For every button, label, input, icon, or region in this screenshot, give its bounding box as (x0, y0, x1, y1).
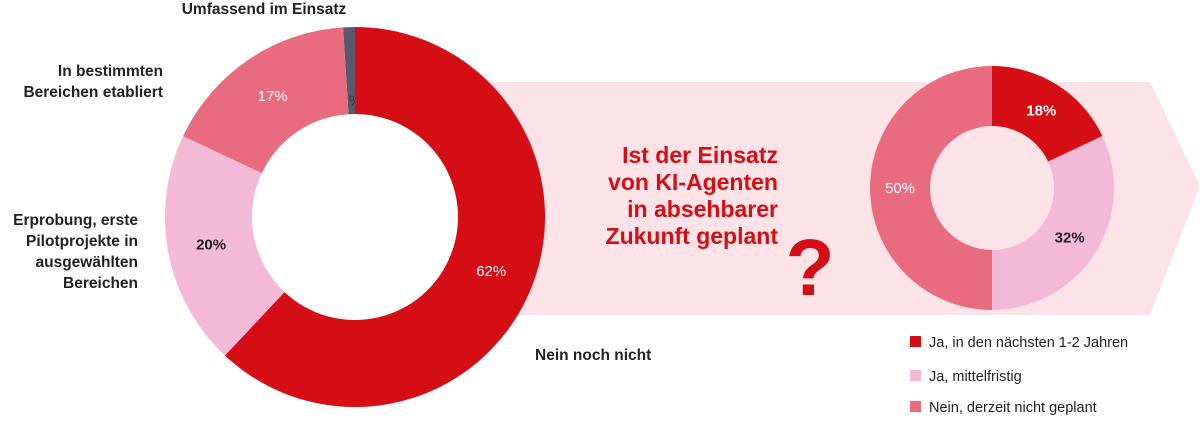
donut-value-label-3: 17% (258, 88, 288, 105)
donut-value-label-2: 50% (885, 180, 915, 197)
legend-swatch-1 (910, 370, 921, 381)
donut-slice-2 (870, 66, 992, 310)
label-etabliert-line2: Bereichen etabliert (23, 84, 163, 101)
label-nein-noch-nicht: Nein noch nicht (535, 347, 651, 364)
label-etabliert-line1: In bestimmten (58, 63, 163, 80)
donut-slice-0 (343, 27, 355, 115)
label-erprobung-line1: Erprobung, erste (13, 212, 138, 229)
donut-slice-3 (183, 27, 349, 174)
label-erprobung-line3: ausgewählten (36, 254, 139, 271)
label-umfassend: Umfassend im Einsatz (182, 1, 347, 18)
question-line1: Ist der Einsatz (622, 142, 778, 168)
donut-slice-2 (165, 136, 285, 356)
legend-swatch-2 (910, 401, 921, 412)
donut-slice-0 (992, 66, 1103, 162)
question-line2: von KI-Agenten (608, 169, 778, 195)
legend-label-0: Ja, in den nächsten 1-2 Jahren (929, 335, 1128, 351)
legend-swatch-0 (910, 336, 921, 347)
small-donut-chart: 18% 32% 50% (870, 66, 1115, 310)
donut-slice-1 (224, 27, 546, 407)
main-donut-category-labels: Umfassend im Einsatz In bestimmten Berei… (13, 1, 651, 364)
donut-value-label-0: 18% (1026, 102, 1056, 119)
question-block: Ist der Einsatz von KI-Agenten in absehb… (606, 142, 835, 312)
label-erprobung-line2: Pilotprojekte in (26, 233, 138, 250)
label-erprobung-line4: Bereichen (63, 275, 138, 292)
donut-value-label-2: 20% (196, 236, 226, 253)
donut-value-label-1: 62% (476, 263, 506, 280)
question-line4: Zukunft geplant (606, 223, 779, 249)
donut-slice-1 (992, 136, 1115, 310)
donut-value-label-1: 32% (1055, 229, 1085, 246)
question-line3: in absehbarer (627, 196, 778, 222)
question-mark-icon: ? (786, 223, 835, 312)
legend: Ja, in den nächsten 1-2 Jahren Ja, mitte… (910, 335, 1128, 416)
legend-label-1: Ja, mittelfristig (929, 369, 1022, 385)
legend-label-2: Nein, derzeit nicht geplant (929, 400, 1097, 416)
main-donut-chart: 1%62%20%17% (165, 27, 546, 407)
